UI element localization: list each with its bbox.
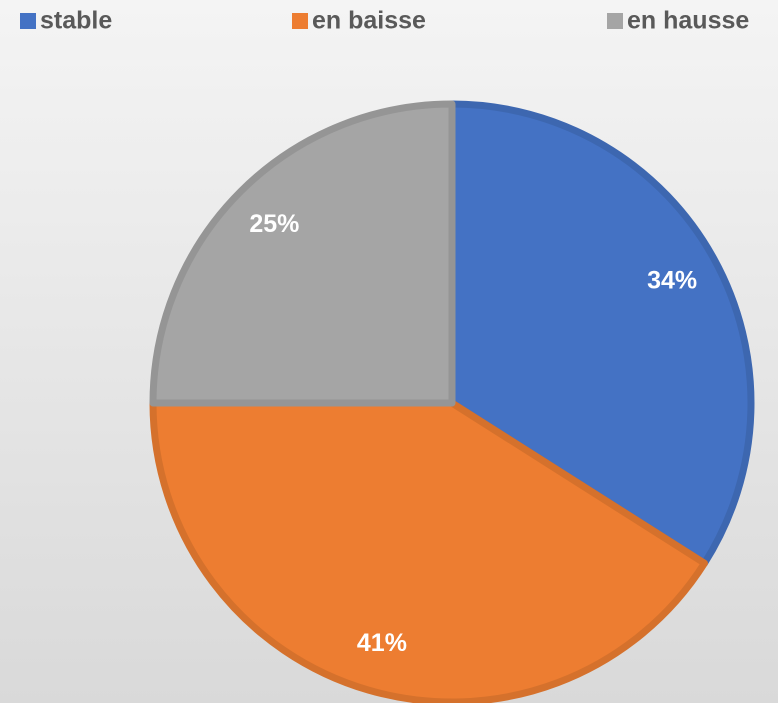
slice-label: 25% bbox=[249, 210, 299, 238]
pie bbox=[149, 100, 755, 703]
legend-swatch bbox=[292, 13, 308, 29]
legend-label: stable bbox=[40, 7, 112, 35]
legend: stable en baisse en hausse bbox=[20, 7, 749, 35]
pie-slice bbox=[149, 100, 456, 407]
pie-slice bbox=[149, 399, 708, 703]
legend-swatch bbox=[607, 13, 623, 29]
legend-swatch bbox=[20, 13, 36, 29]
slice-label: 41% bbox=[357, 629, 407, 657]
legend-label: en baisse bbox=[312, 7, 426, 35]
legend-label: en hausse bbox=[627, 7, 749, 35]
slice-labels: 34% 41% 25% bbox=[249, 210, 697, 657]
slice-label: 34% bbox=[647, 267, 697, 295]
